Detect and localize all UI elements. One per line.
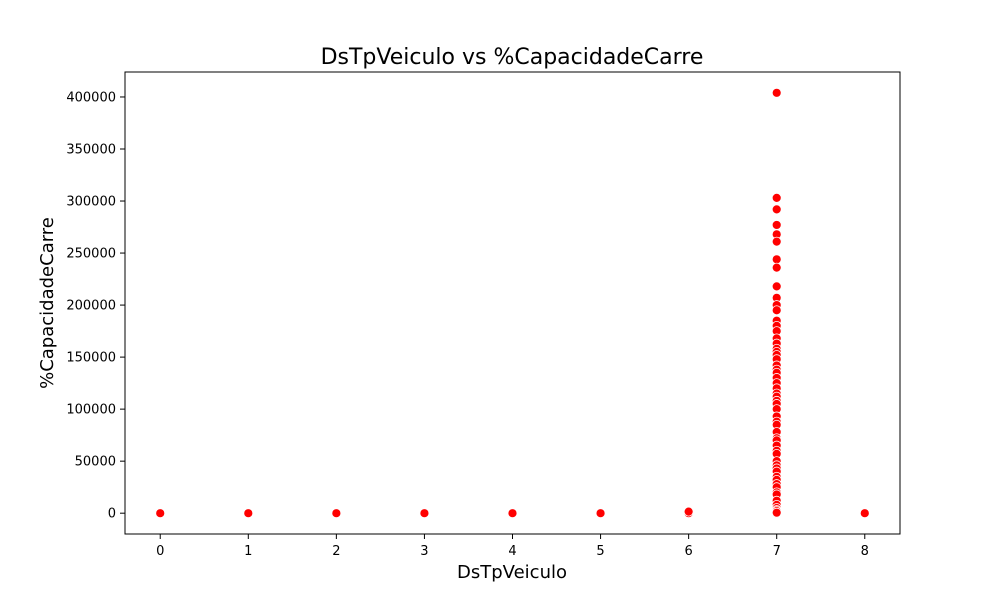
y-tick-label: 200000 [66,299,116,314]
data-point [771,281,782,292]
y-axis-label: %CapacidadeCarre [37,217,58,389]
x-tick-label: 8 [861,544,869,559]
data-point [771,87,782,98]
x-axis-ticks: 0 1 2 3 4 5 6 7 8 [156,534,869,559]
y-tick-label: 0 [108,507,116,522]
chart-title: DsTpVeiculo vs %CapacidadeCarre [321,45,704,70]
y-tick-label: 100000 [66,403,116,418]
data-point [771,262,782,273]
y-tick-label: 250000 [66,247,116,262]
y-tick-label: 150000 [66,351,116,366]
x-tick-label: 7 [773,544,781,559]
data-points [155,87,870,519]
data-point [419,508,430,519]
data-point [771,204,782,215]
data-point [331,508,342,519]
x-tick-label: 4 [508,544,516,559]
y-tick-label: 400000 [66,90,116,105]
data-point [155,508,166,519]
y-axis-ticks: 0 50000 100000 150000 200000 250000 300000 3500… [66,90,125,522]
x-axis-label: DsTpVeiculo [457,562,567,583]
data-point [771,254,782,265]
data-point [771,220,782,230]
x-tick-label: 0 [156,544,164,559]
x-tick-label: 1 [244,544,252,559]
plot-frame [124,71,901,535]
data-point [771,236,782,247]
y-tick-label: 300000 [66,195,116,210]
data-point [859,508,870,519]
data-point [683,506,694,517]
data-point [507,508,518,519]
x-tick-label: 6 [684,544,692,559]
data-point [243,508,254,519]
x-tick-label: 5 [596,544,604,559]
x-tick-label: 2 [332,544,340,559]
y-tick-label: 50000 [75,455,116,470]
data-point [771,305,782,316]
x-tick-label: 3 [420,544,428,559]
data-point [771,193,782,203]
y-tick-label: 350000 [66,143,116,158]
data-point [771,507,782,518]
data-point [595,508,606,519]
